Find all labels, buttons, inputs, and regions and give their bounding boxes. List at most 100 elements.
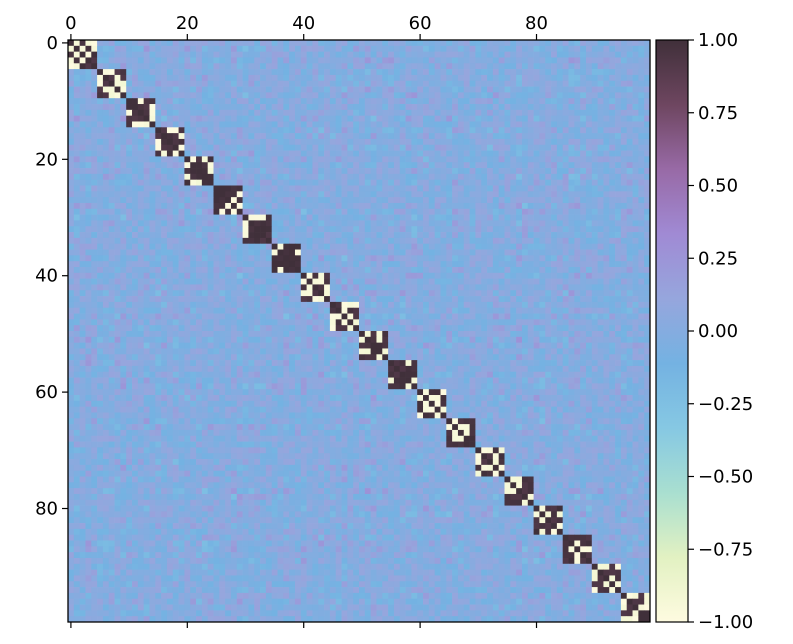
- heatmap-cell: [283, 307, 290, 314]
- heatmap-cell: [521, 156, 529, 163]
- heatmap-cell: [388, 237, 395, 245]
- heatmap-cell: [347, 214, 354, 221]
- heatmap-cell: [638, 185, 645, 192]
- heatmap-cell: [469, 272, 476, 279]
- heatmap-cell: [440, 232, 447, 239]
- heatmap-cell: [469, 313, 476, 320]
- heatmap-cell: [79, 138, 86, 146]
- heatmap-cell: [335, 92, 342, 99]
- heatmap-cell: [446, 115, 453, 122]
- heatmap-cell: [143, 243, 150, 250]
- heatmap-cell: [388, 156, 395, 163]
- heatmap-cell: [597, 173, 604, 181]
- heatmap-cell: [376, 255, 383, 262]
- heatmap-cell: [213, 162, 220, 169]
- heatmap-cell: [463, 301, 470, 309]
- heatmap-cell: [91, 278, 98, 285]
- heatmap-cell: [306, 232, 313, 239]
- heatmap-cell: [312, 162, 319, 169]
- heatmap-cell: [393, 115, 401, 122]
- heatmap-cell: [265, 104, 273, 111]
- heatmap-cell: [254, 278, 261, 285]
- heatmap-cell: [615, 202, 622, 210]
- heatmap-cell: [638, 272, 645, 279]
- heatmap-cell: [196, 156, 203, 163]
- heatmap-cell: [254, 115, 261, 122]
- heatmap-cell: [161, 109, 168, 117]
- heatmap-cell: [207, 232, 214, 239]
- heatmap-cell: [399, 249, 406, 256]
- heatmap-cell: [539, 313, 546, 320]
- heatmap-cell: [155, 278, 162, 285]
- heatmap-cell: [516, 202, 523, 210]
- heatmap-cell: [533, 51, 540, 58]
- heatmap-cell: [504, 168, 511, 175]
- heatmap-cell: [516, 69, 523, 76]
- heatmap-cell: [481, 63, 488, 70]
- heatmap-cell: [475, 173, 482, 181]
- heatmap-cell: [137, 109, 145, 117]
- heatmap-cell: [510, 301, 517, 309]
- heatmap-cell: [603, 98, 610, 105]
- heatmap-cell: [300, 208, 307, 215]
- heatmap-cell: [102, 202, 110, 210]
- heatmap-cell: [236, 220, 243, 227]
- heatmap-cell: [166, 45, 174, 52]
- heatmap-cell: [137, 191, 145, 198]
- heatmap-cell: [184, 69, 191, 76]
- heatmap-cell: [155, 243, 162, 250]
- heatmap-cell: [492, 138, 500, 146]
- heatmap-cell: [481, 208, 488, 215]
- heatmap-cell: [457, 92, 465, 99]
- heatmap-cell: [411, 243, 418, 250]
- heatmap-cell: [260, 92, 267, 99]
- heatmap-cell: [399, 278, 406, 285]
- heatmap-cell: [580, 290, 587, 297]
- heatmap-cell: [225, 197, 232, 204]
- heatmap-cell: [644, 121, 651, 128]
- heatmap-cell: [97, 144, 104, 151]
- heatmap-cell: [516, 92, 523, 99]
- heatmap-cell: [533, 156, 540, 163]
- heatmap-cell: [196, 208, 203, 215]
- heatmap-cell: [434, 63, 441, 70]
- heatmap-cell: [376, 98, 383, 105]
- heatmap-cell: [568, 243, 575, 250]
- heatmap-cell: [376, 51, 383, 58]
- heatmap-cell: [166, 98, 174, 105]
- heatmap-cell: [388, 226, 395, 233]
- heatmap-cell: [97, 104, 104, 111]
- heatmap-cell: [207, 144, 214, 151]
- heatmap-cell: [318, 156, 325, 163]
- heatmap-cell: [294, 109, 302, 117]
- heatmap-cell: [539, 40, 546, 47]
- heatmap-cell: [615, 80, 622, 87]
- heatmap-cell: [393, 98, 401, 105]
- heatmap-cell: [551, 69, 558, 76]
- heatmap-cell: [225, 121, 232, 128]
- heatmap-cell: [591, 98, 598, 105]
- heatmap-cell: [452, 121, 459, 128]
- heatmap-cell: [376, 173, 383, 181]
- heatmap-cell: [294, 57, 302, 64]
- heatmap-cell: [585, 290, 593, 297]
- heatmap-cell: [219, 255, 226, 262]
- heatmap-cell: [260, 127, 267, 134]
- heatmap-cell: [597, 191, 604, 198]
- heatmap-cell: [393, 63, 401, 70]
- heatmap-cell: [347, 109, 354, 117]
- heatmap-cell: [370, 168, 377, 175]
- heatmap-cell: [265, 150, 273, 157]
- heatmap-cell: [370, 278, 377, 285]
- heatmap-cell: [190, 197, 197, 204]
- heatmap-cell: [143, 214, 150, 221]
- heatmap-cell: [475, 296, 482, 303]
- heatmap-cell: [207, 173, 214, 181]
- heatmap-cell: [475, 69, 482, 76]
- heatmap-cell: [85, 249, 92, 256]
- heatmap-cell: [638, 80, 645, 87]
- heatmap-cell: [79, 272, 86, 279]
- heatmap-cell: [283, 127, 290, 134]
- heatmap-cell: [248, 319, 255, 326]
- heatmap-cell: [102, 284, 110, 291]
